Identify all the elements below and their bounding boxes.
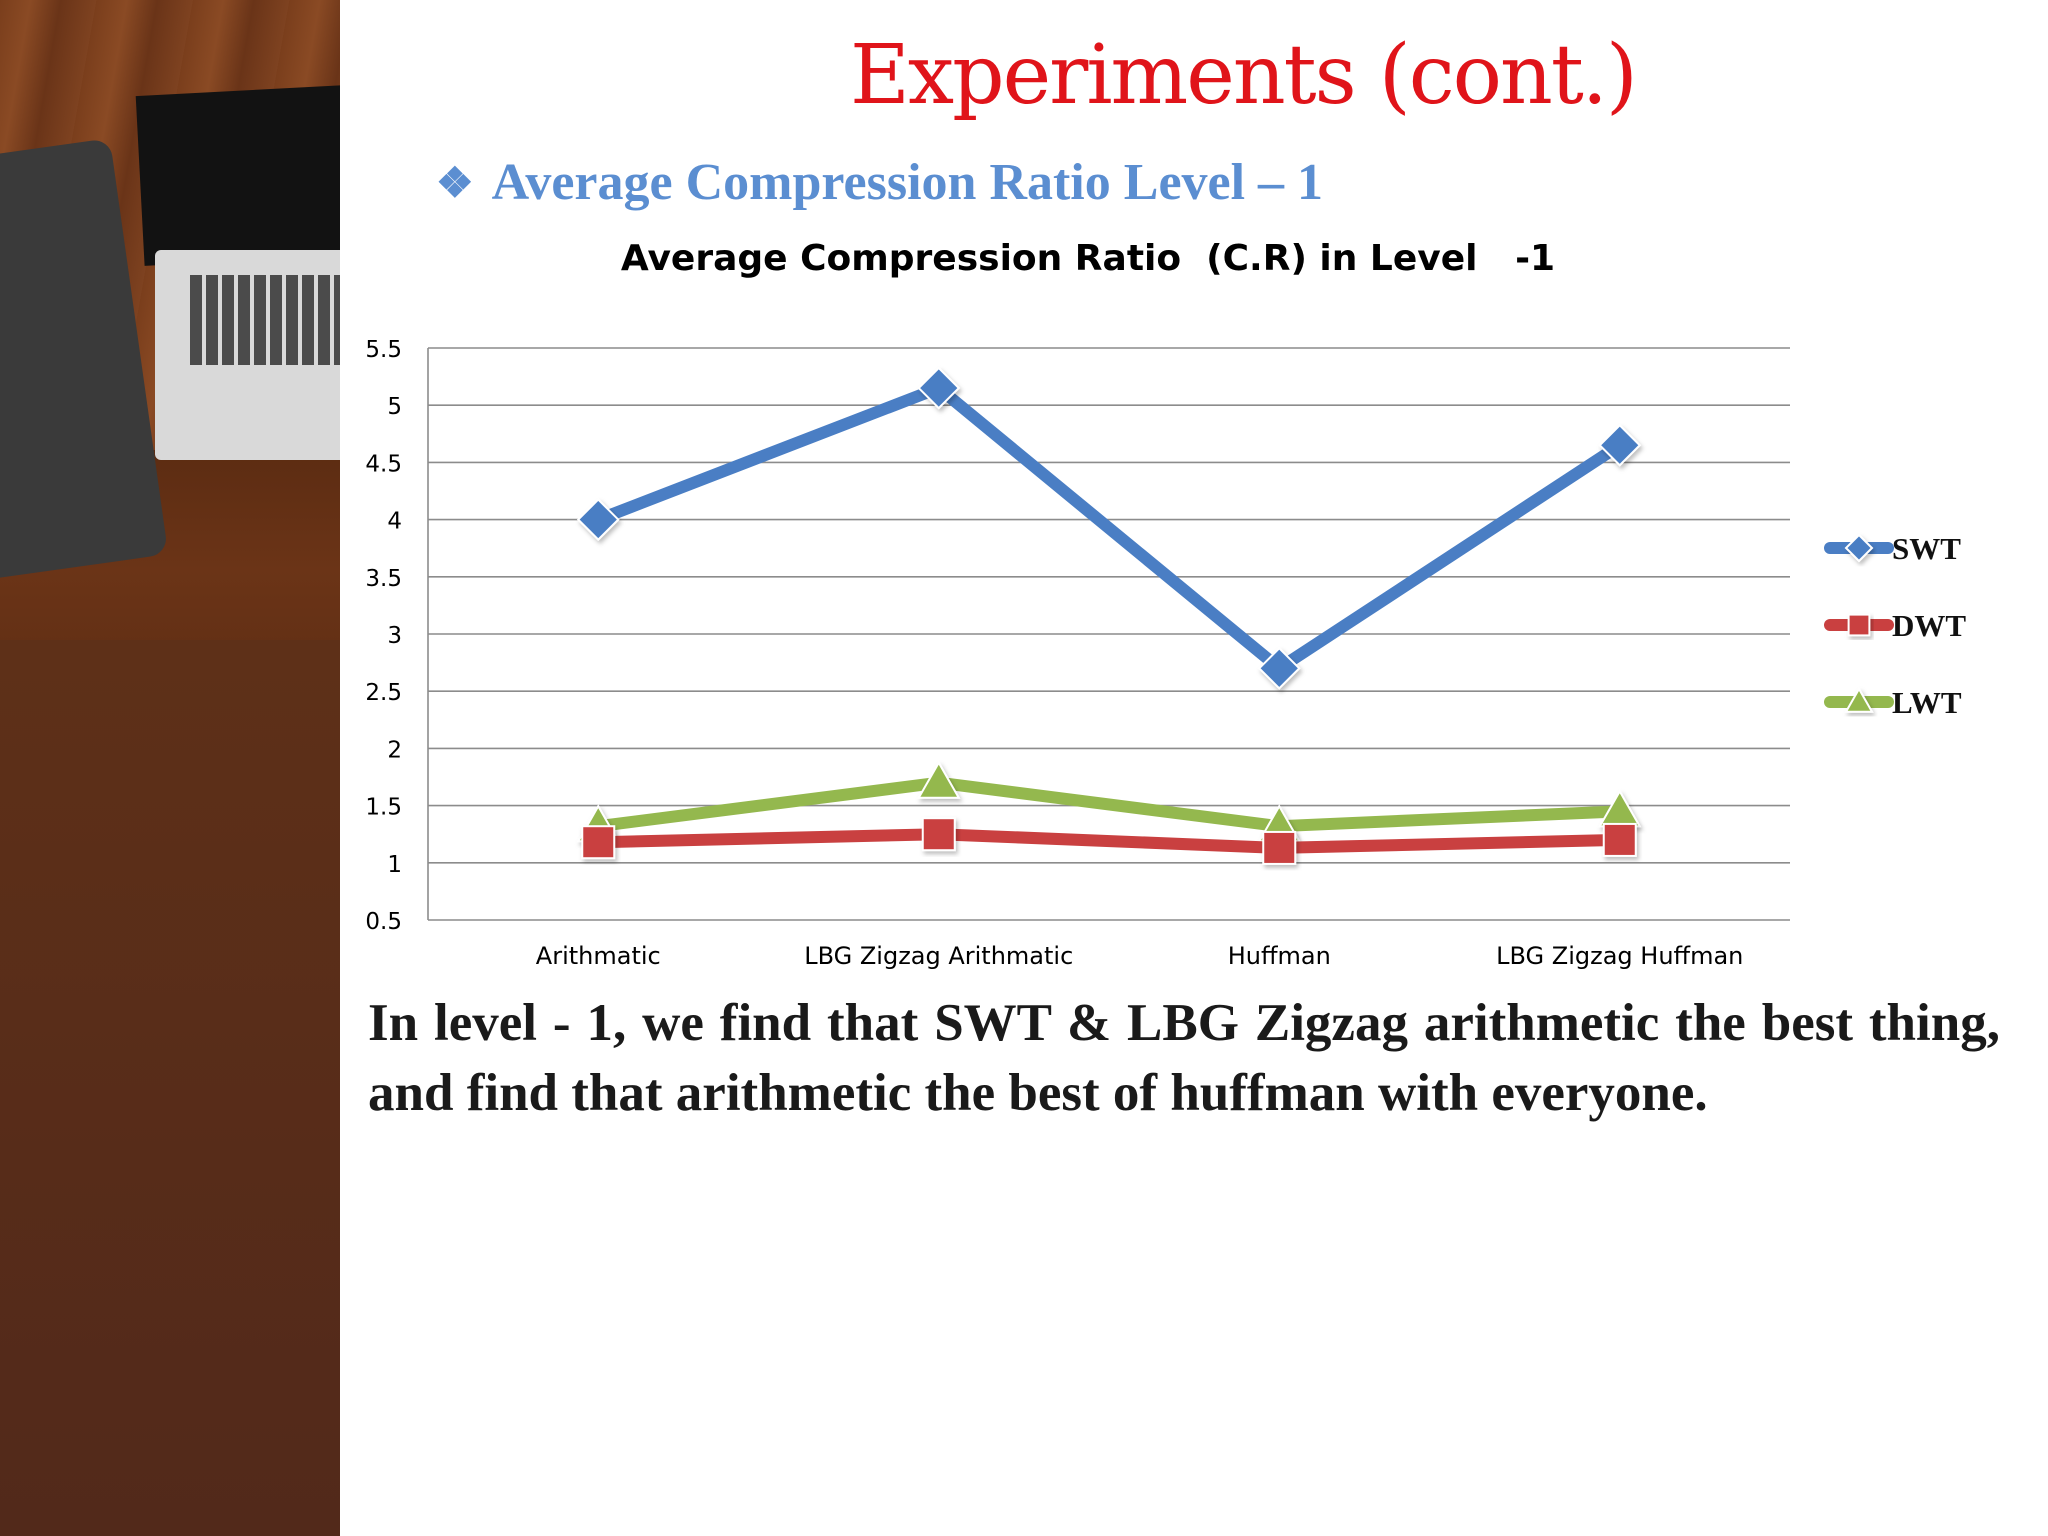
y-tick-label: 0.5 bbox=[365, 909, 402, 935]
y-tick-label: 3.5 bbox=[365, 566, 402, 592]
chart-title: Average Compression Ratio (C.R) in Level… bbox=[621, 238, 1555, 279]
square-marker bbox=[1602, 822, 1637, 857]
square-marker bbox=[1847, 613, 1871, 637]
series-line bbox=[592, 828, 1626, 854]
y-tick-label: 5 bbox=[387, 394, 402, 420]
series-lwt bbox=[576, 760, 1642, 843]
sofa-seat bbox=[0, 640, 340, 1536]
legend-item-dwt: DWT bbox=[1824, 608, 1966, 643]
chart-series bbox=[576, 366, 1642, 865]
diamond-marker bbox=[1257, 646, 1301, 690]
legend-label: SWT bbox=[1892, 531, 1961, 566]
triangle-marker bbox=[917, 760, 961, 799]
diamond-marker bbox=[1598, 423, 1642, 467]
x-axis-ticks: Arithmatic LBG Zigzag Arithmatic Huffman LB… bbox=[536, 942, 1744, 970]
y-tick-label: 2 bbox=[387, 737, 402, 763]
series-line bbox=[592, 382, 1626, 675]
laptop-keyboard bbox=[190, 275, 340, 365]
conclusion-text: In level - 1, we find that SWT & LBG Zig… bbox=[368, 994, 2000, 1122]
y-tick-label: 1.5 bbox=[365, 795, 402, 821]
y-tick-label: 4.5 bbox=[365, 451, 402, 477]
diamond-marker bbox=[1844, 533, 1874, 563]
legend-label: DWT bbox=[1892, 608, 1966, 643]
y-tick-label: 1 bbox=[387, 852, 402, 878]
x-tick-label: LBG Zigzag Arithmatic bbox=[804, 942, 1073, 970]
x-tick-label: Arithmatic bbox=[536, 942, 661, 970]
slide-subtitle: ❖ Average Compression Ratio Level – 1 bbox=[436, 153, 1323, 212]
series-dwt bbox=[581, 817, 1637, 865]
diamond-marker bbox=[576, 498, 620, 542]
compression-ratio-chart: Average Compression Ratio (C.R) in Level… bbox=[365, 238, 1966, 970]
x-tick-label: LBG Zigzag Huffman bbox=[1496, 942, 1743, 970]
y-tick-label: 5.5 bbox=[365, 337, 402, 363]
chart-legend: SWT DWT LWT bbox=[1824, 531, 1966, 720]
decorative-sidebar-photo: ABCDE bbox=[0, 0, 340, 1536]
y-tick-label: 4 bbox=[387, 509, 402, 535]
series-swt bbox=[576, 366, 1642, 690]
laptop-screen bbox=[135, 84, 340, 266]
legend-item-swt: SWT bbox=[1824, 531, 1961, 566]
square-marker bbox=[581, 825, 616, 860]
y-tick-label: 3 bbox=[387, 623, 402, 649]
series-line bbox=[592, 776, 1626, 833]
diamond-bullet-icon: ❖ bbox=[436, 160, 474, 207]
x-tick-label: Huffman bbox=[1228, 942, 1331, 970]
y-axis-ticks: 5.5 5 4.5 4 3.5 3 2.5 2 1.5 1 0.5 bbox=[365, 337, 402, 935]
subtitle-text: Average Compression Ratio Level – 1 bbox=[491, 154, 1324, 211]
pillow-lettering: ABCDE bbox=[0, 250, 9, 588]
slide-title: Experiments (cont.) bbox=[850, 28, 1638, 123]
triangle-marker bbox=[1844, 686, 1874, 713]
diamond-marker bbox=[917, 366, 961, 410]
chart-gridlines bbox=[427, 347, 1790, 921]
square-marker bbox=[921, 817, 956, 852]
legend-item-lwt: LWT bbox=[1824, 685, 1962, 720]
square-marker bbox=[1262, 830, 1297, 865]
y-tick-label: 2.5 bbox=[365, 680, 402, 706]
legend-label: LWT bbox=[1892, 685, 1962, 720]
